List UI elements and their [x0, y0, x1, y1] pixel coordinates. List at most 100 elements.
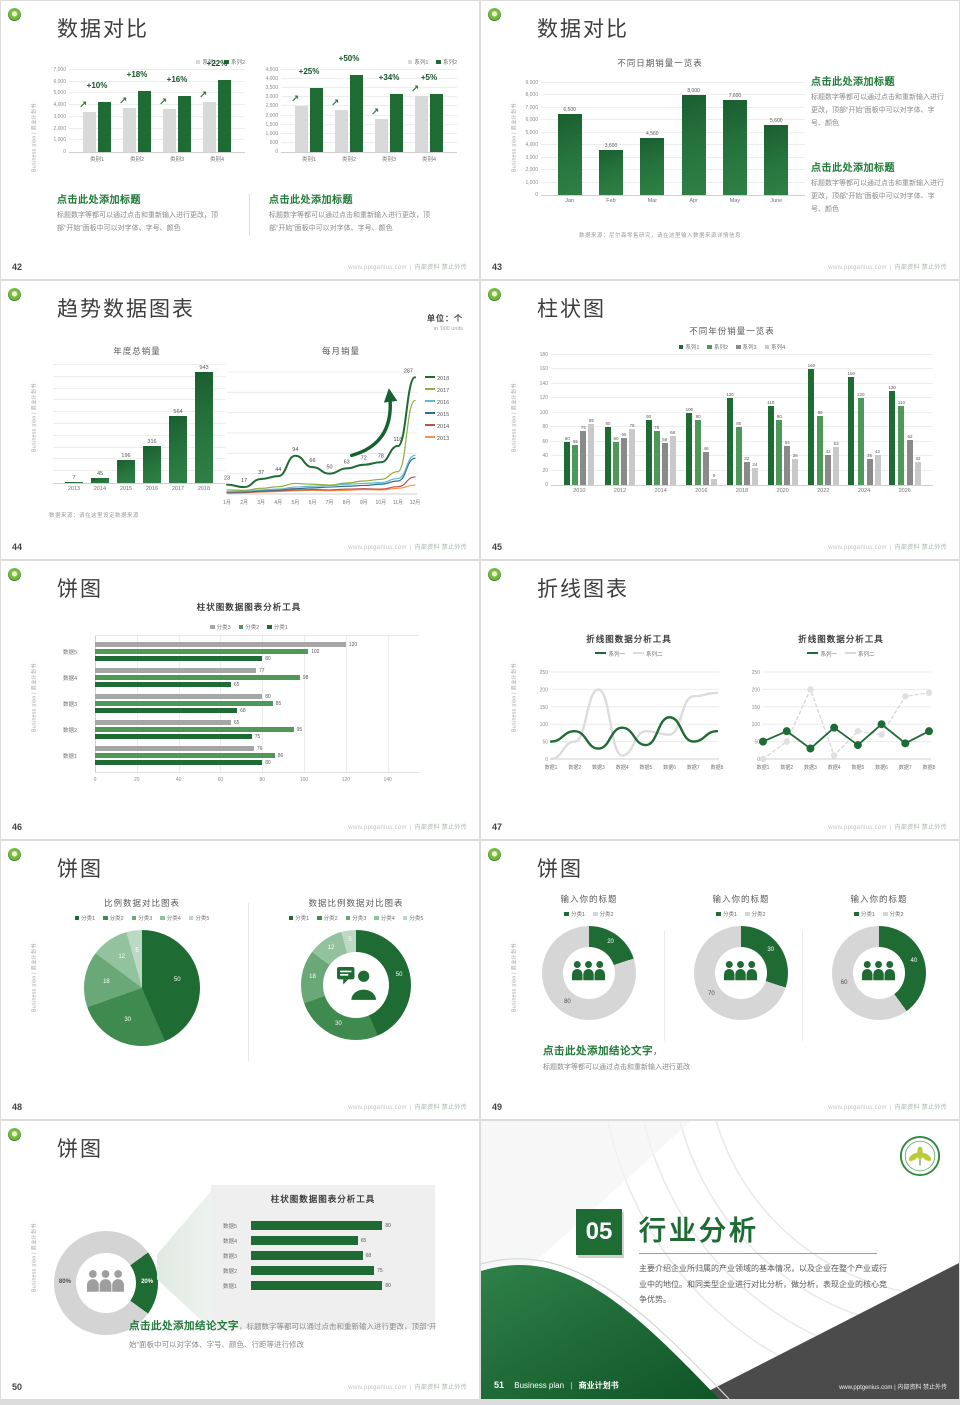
y-tick-label: 7,000 — [525, 104, 538, 111]
bar-group: 160 96 42 53 — [803, 355, 844, 485]
bar-group: 数据2 75 — [223, 1266, 423, 1275]
slide-45-thumbnail[interactable]: 柱状图 不同年份销量一览表 系列1 系列2 系列3 系列4 0 20 40 60 80 100 120… — [481, 281, 959, 559]
slide-49-thumbnail[interactable]: 饼图 输入你的标题 分类1 分类2 20 80 输入你的标题 分类1 分类2 30 70 输入你… — [481, 841, 959, 1119]
svg-text:数据7: 数据7 — [899, 764, 912, 771]
bar-row: 80 — [251, 1281, 423, 1290]
bar-row: 102 — [95, 649, 435, 655]
bar — [98, 102, 111, 152]
slide-44-thumbnail[interactable]: 趋势数据图表 单位：个 in '000 units 年度总销量 7 45 196 316… — [1, 281, 479, 559]
bar — [350, 75, 363, 152]
x-category-label: 类别1 — [89, 157, 105, 163]
gridline — [304, 636, 306, 772]
gridline — [281, 114, 457, 116]
add-title-heading: 点击此处添加标题 — [269, 195, 353, 206]
bar-column: 54 — [784, 355, 791, 485]
slide-43-thumbnail[interactable]: 数据对比 不同日期销量一览表 0 1,000 2,000 3,000 4,000 5,000… — [481, 1, 959, 279]
bar-groups: +10% ↗ +18% ↗ +16% ↗ +22% ↗ — [69, 59, 245, 152]
brand-logo-icon — [488, 288, 501, 301]
slice-value-label: 5 — [135, 948, 139, 955]
legend-swatch — [716, 911, 721, 916]
grouped-bar-chart: 不同年份销量一览表 系列1 系列2 系列3 系列4 0 20 40 60 80 100 120 140 1… — [531, 325, 933, 525]
chart-legend: 2018 2017 2016 2015 2014 2013 — [425, 362, 461, 507]
caption-body: 标题数字等都可以通过点击和重新输入进行更改，顶部“开始”面板中可以对字体、字号、… — [811, 94, 944, 127]
legend-swatch — [633, 652, 644, 654]
bar-value-label: 110 — [767, 399, 775, 405]
growth-arrow-icon: ↗ — [411, 84, 420, 96]
gridline — [53, 446, 225, 448]
x-category-label: 2014 — [654, 488, 667, 494]
slide-51-section-divider[interactable]: 05 行业分析 主要介绍企业所归属的产业领域的基本情况，以及企业在整个产业或行业… — [481, 1121, 959, 1399]
bar-column — [415, 70, 428, 152]
chart-legend: 分类1 分类2 — [807, 910, 951, 918]
grouped-bar-chart: 系列1 系列2 0 1,000 2,000 3,000 4,000 5,000 6,000 7,0… — [45, 57, 245, 177]
slice-value-label: 30 — [767, 947, 774, 954]
svg-text:数据5: 数据5 — [851, 764, 864, 771]
bar-column: 5,600 — [764, 83, 789, 195]
bar-column: 196 — [117, 365, 135, 483]
bar — [203, 101, 216, 152]
bar-group: 80 60 65 78 — [600, 355, 641, 485]
bar — [898, 405, 905, 485]
sidebar-vertical-text: Business plan | 商业计划书 — [511, 663, 518, 732]
slide-48-thumbnail[interactable]: 饼图 比例数据对比图表 分类1 分类2 分类3 分类4 分类5 50 30 18 12 5 数据比例… — [1, 841, 479, 1119]
svg-text:100: 100 — [540, 722, 549, 728]
divider — [248, 903, 249, 1061]
svg-text:23: 23 — [224, 476, 230, 482]
svg-text:2月: 2月 — [240, 500, 248, 506]
bar — [91, 477, 109, 483]
svg-text:8月: 8月 — [343, 500, 351, 506]
bar-group: +5% ↗ — [409, 70, 449, 152]
divider — [802, 931, 803, 1041]
page-number: 42 — [12, 262, 23, 272]
gridline — [541, 156, 805, 158]
pie-box: 20% 80% — [54, 1231, 158, 1335]
plot-area: 0 500 1,000 1,500 2,000 2,500 3,000 3,500 4,000 4… — [265, 54, 457, 155]
legend-item: 分类2 — [103, 914, 124, 922]
slide-42-thumbnail[interactable]: 数据对比 系列1 系列2 0 1,000 2,000 3,000 4,000 5,000 6,0… — [1, 1, 479, 279]
bar-column: 80 — [735, 355, 742, 485]
bar — [613, 441, 619, 485]
bar-value-label: 80 — [385, 1282, 391, 1289]
bar — [808, 369, 815, 485]
y-tick-label: 2,000 — [53, 125, 66, 132]
gridline — [53, 399, 225, 401]
legend-swatch — [595, 652, 607, 654]
caption-block: 点击此处添加标题 标题数字等都可以通过点击和重新输入进行更改，顶部“开始”面板中… — [811, 159, 945, 217]
slice-value-label: 18 — [309, 974, 316, 981]
bar — [764, 125, 789, 195]
bar-group: 3,600 — [590, 83, 631, 195]
chart-title: 不同年份销量一览表 — [689, 326, 775, 336]
legend-item: 2015 — [425, 412, 461, 418]
svg-text:数据2: 数据2 — [568, 764, 581, 771]
bar-row: 120 — [95, 642, 435, 648]
svg-text:94: 94 — [292, 447, 298, 453]
bar-value-label: 943 — [199, 365, 209, 371]
divider-line — [639, 1253, 877, 1254]
group-label: 数据1 — [223, 1283, 238, 1290]
slide-50-thumbnail[interactable]: 饼图 20% 80% 柱状图数据图表分析工具 数据5 80 数据4 65 数据3 68 数据2 7… — [1, 1121, 479, 1399]
bar-column: 45 — [91, 365, 109, 483]
bar — [123, 108, 136, 152]
chart-legend: 分类1 分类2 分类3 分类4 分类5 — [253, 914, 459, 922]
bar-groups: 60 55 75 85 80 60 65 78 90 75 58 68 100 90 46 9 120 80 32 2… — [551, 355, 933, 485]
slide-footer-left: 51 Business plan | 商业计划书 — [494, 1380, 619, 1390]
people-group-icon — [572, 961, 606, 981]
bar — [645, 420, 652, 485]
bar-value-label: 65 — [233, 681, 240, 688]
bar-group: 数据2 65 95 75 — [63, 720, 435, 740]
bar — [784, 446, 791, 485]
bar — [390, 93, 403, 152]
bar-group: +16% ↗ — [157, 70, 197, 152]
bar — [430, 93, 443, 152]
grouped-bar-chart: 系列1 系列2 0 500 1,000 1,500 2,000 2,500 3,000 3,500… — [257, 54, 457, 177]
plot-area: 0 20 40 60 80 100 120 140 160 180 60 55 75 85 80 60 65 78… — [540, 352, 933, 488]
bar — [735, 427, 742, 485]
group-label: 数据4 — [223, 1238, 238, 1245]
slide-46-thumbnail[interactable]: 饼图 柱状图数据图表分析工具 分类3 分类2 分类1 数据5 120 102 80 数据4 77 9… — [1, 561, 479, 839]
bar — [169, 416, 187, 483]
y-tick-label: 1,500 — [265, 121, 278, 128]
group-label: 数据5 — [63, 649, 78, 656]
x-category-label: Feb — [606, 198, 616, 204]
legend-item: 2016 — [425, 400, 461, 406]
slide-47-thumbnail[interactable]: 折线图表 折线图数据分析工具 系列一 系列二 0 50 100 150 200 250 数据1 数据… — [481, 561, 959, 839]
